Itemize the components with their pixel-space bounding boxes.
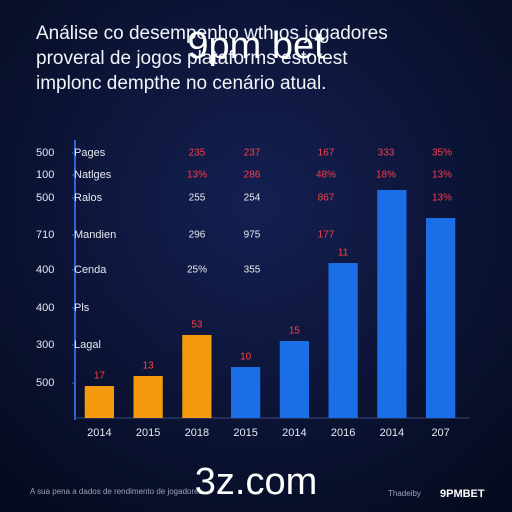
y-tick-label: 500 (36, 192, 54, 204)
row-label: Pages (74, 147, 106, 159)
y-tick-label: 710 (36, 229, 54, 241)
bar (231, 367, 261, 418)
watermark: 9pm bet (187, 25, 325, 67)
table-cell: 167 (318, 148, 335, 159)
table-cell: 18% (376, 170, 396, 181)
bar (133, 376, 163, 418)
table-cell: 48% (316, 170, 336, 181)
table-cell: 13% (187, 170, 207, 181)
x-tick-label: 2015 (136, 427, 160, 439)
y-tick-label: 100 (36, 169, 54, 181)
footer-right: Thadeiby (388, 489, 421, 498)
y-tick-label: 400 (36, 302, 54, 314)
bar (279, 341, 309, 418)
table-cell: 355 (244, 265, 261, 276)
y-tick-label: 400 (36, 264, 54, 276)
bar (328, 263, 358, 418)
table-cell: 35% (432, 148, 452, 159)
y-tick-label: 300 (36, 339, 54, 351)
bar (182, 335, 212, 418)
row-label: Ralos (74, 192, 103, 204)
row-label: Cenda (74, 264, 107, 276)
value-label: 10 (240, 352, 252, 363)
table-cell: 296 (189, 230, 206, 241)
table-cell: 255 (189, 193, 206, 204)
table-cell: 975 (244, 230, 261, 241)
x-tick-label: 2014 (87, 427, 111, 439)
x-tick-label: 2015 (233, 427, 257, 439)
table-cell: 13% (432, 193, 452, 204)
table-cell: 235 (189, 148, 206, 159)
row-label: Mandien (74, 229, 116, 241)
bar (84, 386, 114, 418)
row-label: Pls (74, 302, 90, 314)
footer-left: A sua pena a dados de rendimento de joga… (30, 487, 203, 496)
bar (377, 190, 407, 418)
value-label: 11 (338, 248, 349, 259)
bar (426, 218, 456, 418)
x-tick-label: 2014 (282, 427, 306, 439)
title-line: implonc dempthe no cenário atual. (36, 73, 326, 94)
y-tick-label: 500 (36, 377, 54, 389)
watermark-bottom: 3z.com (195, 461, 317, 503)
value-label: 13 (143, 361, 155, 372)
x-tick-label: 2016 (331, 427, 355, 439)
title-line: Análise co desempenho wth os jogadores (36, 23, 388, 44)
table-cell: 25% (187, 265, 207, 276)
table-cell: 237 (244, 148, 261, 159)
table-cell: 254 (244, 193, 261, 204)
table-cell: 13% (432, 170, 452, 181)
table-cell: 177 (318, 230, 335, 241)
x-tick-label: 2014 (380, 427, 404, 439)
table-cell: 286 (244, 170, 261, 181)
footer-brand: 9PMBET (440, 488, 485, 500)
value-label: 53 (191, 320, 203, 331)
row-label: Natlges (74, 169, 112, 181)
value-label: 17 (94, 371, 106, 382)
table-cell: 333 (378, 148, 395, 159)
title-line: proveral de jogos plataforms estotest (36, 48, 348, 69)
row-label: Lagal (74, 339, 101, 351)
x-tick-label: 207 (431, 427, 449, 439)
table-cell: 867 (318, 193, 335, 204)
x-tick-label: 2018 (185, 427, 209, 439)
value-label: 15 (289, 326, 301, 337)
y-tick-label: 500 (36, 147, 54, 159)
